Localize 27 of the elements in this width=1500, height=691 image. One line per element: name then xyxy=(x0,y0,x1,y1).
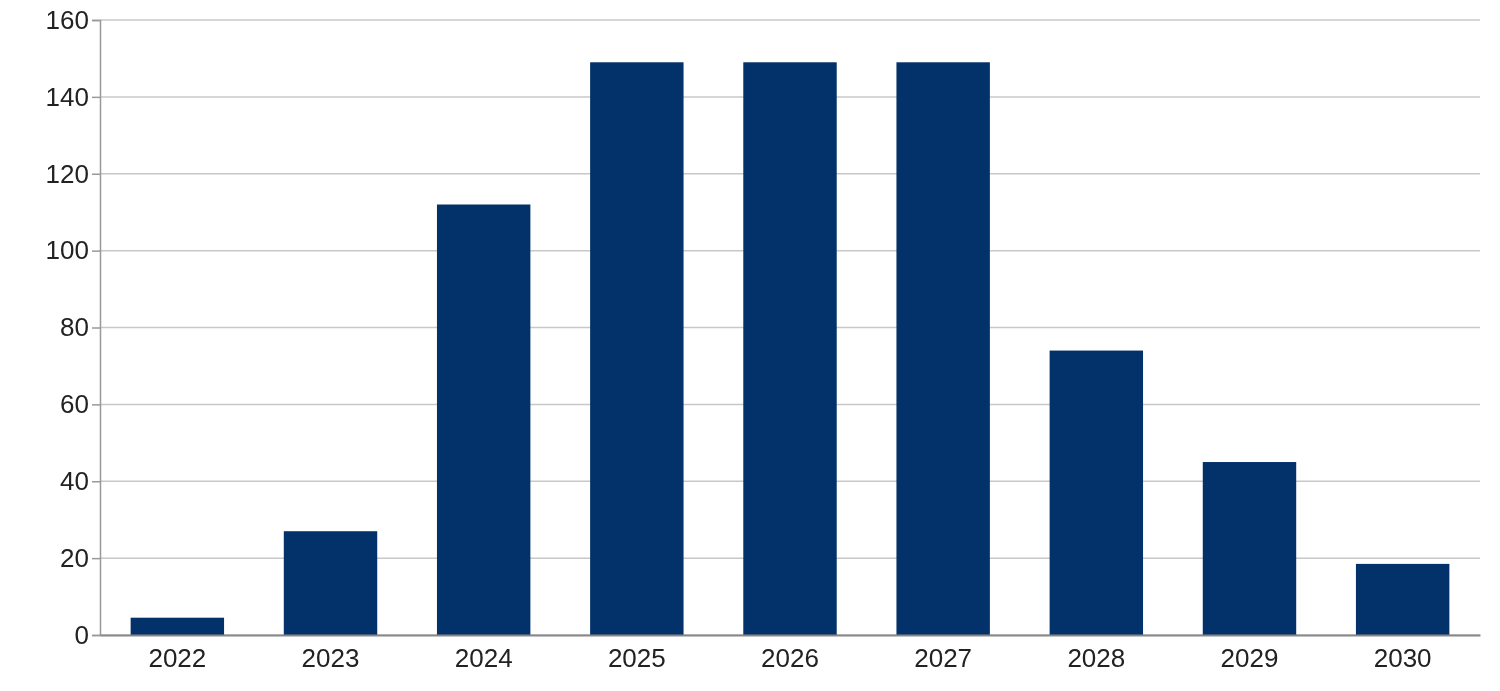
x-tick-label: 2026 xyxy=(761,643,819,674)
x-tick-label: 2025 xyxy=(607,643,666,674)
y-tick-label: 80 xyxy=(60,312,89,343)
bar xyxy=(436,204,531,635)
bar xyxy=(283,531,378,635)
x-tick-label: 2027 xyxy=(914,643,973,674)
y-tick-label: 120 xyxy=(45,158,89,189)
y-tick-label: 160 xyxy=(45,4,89,35)
x-tick-label: 2023 xyxy=(301,643,360,674)
bar xyxy=(1049,350,1144,635)
bar xyxy=(743,62,837,635)
x-tick-label: 2028 xyxy=(1067,643,1126,674)
bar xyxy=(1355,563,1450,635)
x-tick-label: 2029 xyxy=(1220,643,1279,674)
x-tick-label: 2022 xyxy=(148,643,207,674)
y-tick-label: 0 xyxy=(74,619,89,650)
bar xyxy=(1202,462,1297,635)
y-tick-label: 140 xyxy=(45,81,89,112)
y-tick-label: 40 xyxy=(60,466,89,497)
x-tick-label: 2024 xyxy=(454,643,513,674)
bar xyxy=(590,62,684,635)
y-tick-label: 60 xyxy=(60,389,89,420)
x-tick-label: 2030 xyxy=(1373,643,1432,674)
y-tick-label: 100 xyxy=(45,235,89,266)
bar xyxy=(896,62,990,635)
bar xyxy=(130,617,225,635)
y-tick-label: 20 xyxy=(60,542,89,573)
